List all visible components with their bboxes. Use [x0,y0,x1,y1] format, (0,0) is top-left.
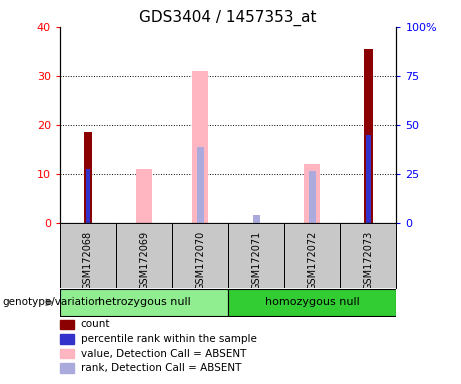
Title: GDS3404 / 1457353_at: GDS3404 / 1457353_at [139,9,317,25]
Text: GSM172068: GSM172068 [83,230,93,290]
Text: GSM172072: GSM172072 [307,230,317,290]
Text: GSM172071: GSM172071 [251,230,261,290]
Text: genotype/variation: genotype/variation [2,297,101,308]
Bar [86,169,90,223]
Bar [84,132,92,223]
Bar [304,164,320,223]
Bar [197,147,203,223]
Text: hetrozygous null: hetrozygous null [98,297,190,308]
Bar [309,171,316,223]
Text: GSM172069: GSM172069 [139,230,149,290]
Bar [60,289,228,316]
Bar [228,289,396,316]
Text: GSM172073: GSM172073 [363,230,373,290]
Bar [364,49,372,223]
Text: value, Detection Call = ABSENT: value, Detection Call = ABSENT [81,349,246,359]
Bar [192,71,208,223]
Bar [136,169,152,223]
Text: GSM172070: GSM172070 [195,230,205,290]
Text: rank, Detection Call = ABSENT: rank, Detection Call = ABSENT [81,363,241,373]
Text: count: count [81,319,110,329]
Text: percentile rank within the sample: percentile rank within the sample [81,334,257,344]
Bar [366,135,371,223]
Bar [253,215,260,223]
Text: homozygous null: homozygous null [265,297,360,308]
